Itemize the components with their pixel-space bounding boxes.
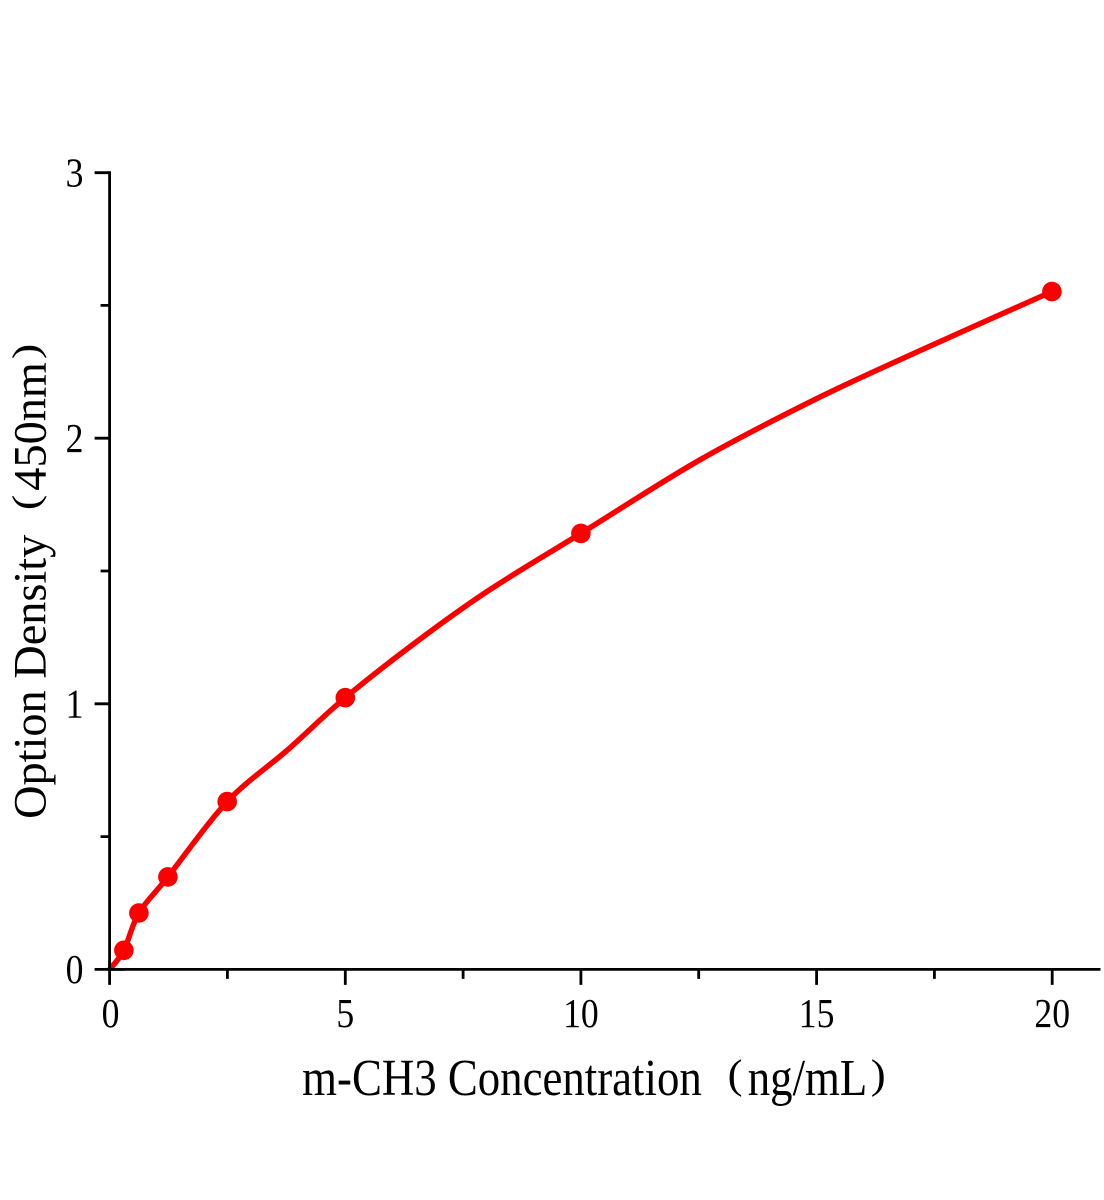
svg-text:10: 10 <box>563 992 599 1037</box>
svg-text:1: 1 <box>66 682 84 727</box>
svg-text:2: 2 <box>66 417 84 462</box>
svg-text:0: 0 <box>66 948 84 993</box>
svg-text:20: 20 <box>1034 992 1070 1037</box>
svg-text:0: 0 <box>102 992 120 1037</box>
svg-text:3: 3 <box>66 151 84 196</box>
svg-text:15: 15 <box>799 992 835 1037</box>
svg-text:5: 5 <box>336 992 354 1037</box>
